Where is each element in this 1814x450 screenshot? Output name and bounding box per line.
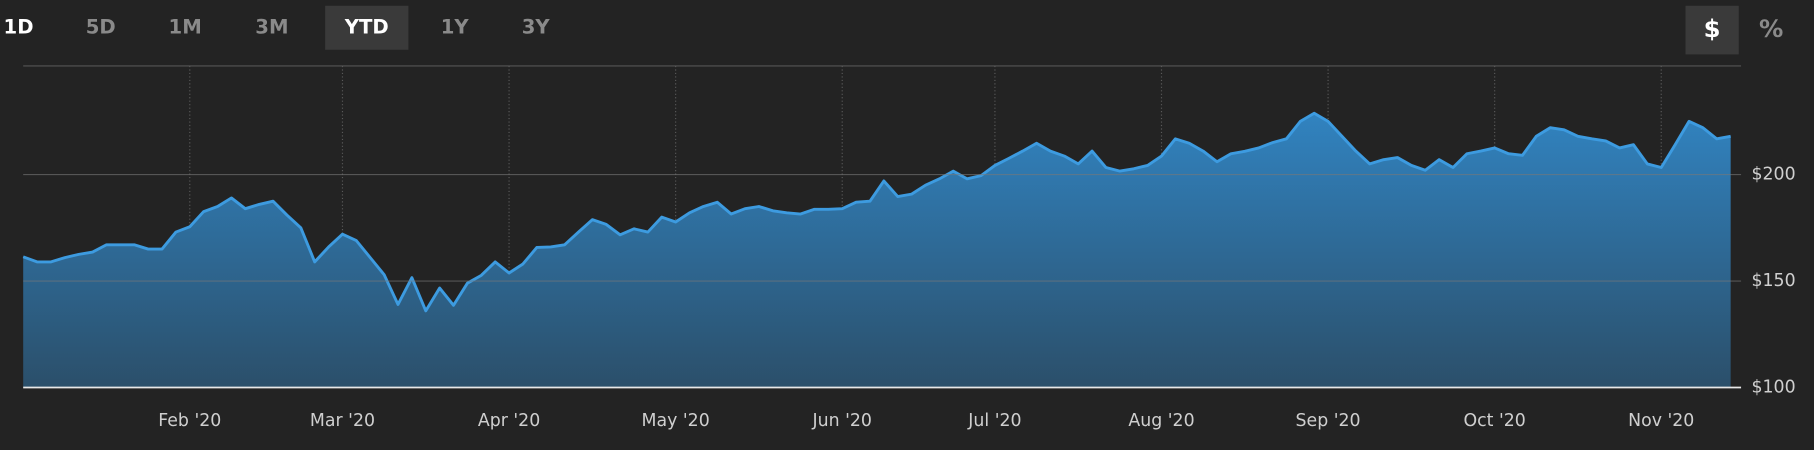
range-button[interactable]: 3Y xyxy=(522,15,551,38)
x-tick-label: Mar '20 xyxy=(310,411,375,431)
x-tick-label: Apr '20 xyxy=(478,411,540,431)
price-line xyxy=(22,111,1731,313)
toolbar: 1D 5D 1M 3M YTD 1Y 3Y $% xyxy=(4,5,1783,55)
unit-button[interactable]: % xyxy=(1759,14,1783,43)
area-fill xyxy=(23,113,1731,388)
plot-area: Feb '20 Mar '20 Apr '20 May '20 Jun '20 Jul '… xyxy=(22,65,1796,431)
unit-button[interactable]: $ xyxy=(1704,14,1721,43)
y-tick-label: $100 xyxy=(1751,378,1795,398)
x-tick-label: Aug '20 xyxy=(1128,411,1194,431)
x-tick-label: Oct '20 xyxy=(1463,411,1525,431)
range-button[interactable]: YTD xyxy=(344,15,389,38)
x-tick-label: Jul '20 xyxy=(967,411,1021,431)
unit-button-bg xyxy=(1685,5,1739,55)
range-button[interactable]: 3M xyxy=(255,15,288,38)
range-button-bg xyxy=(325,5,409,50)
range-button[interactable]: 1D xyxy=(4,15,34,38)
x-tick-label: Nov '20 xyxy=(1628,411,1694,431)
range-button[interactable]: 1Y xyxy=(441,15,470,38)
x-tick-label: Jun '20 xyxy=(811,411,871,431)
range-button[interactable]: 5D xyxy=(86,15,116,38)
range-button[interactable]: 1M xyxy=(169,15,202,38)
x-tick-label: May '20 xyxy=(642,411,710,431)
x-tick-label: Sep '20 xyxy=(1296,411,1361,431)
x-tick-label: Feb '20 xyxy=(158,411,221,431)
y-tick-label: $150 xyxy=(1751,271,1795,291)
y-tick-label: $200 xyxy=(1751,165,1795,185)
